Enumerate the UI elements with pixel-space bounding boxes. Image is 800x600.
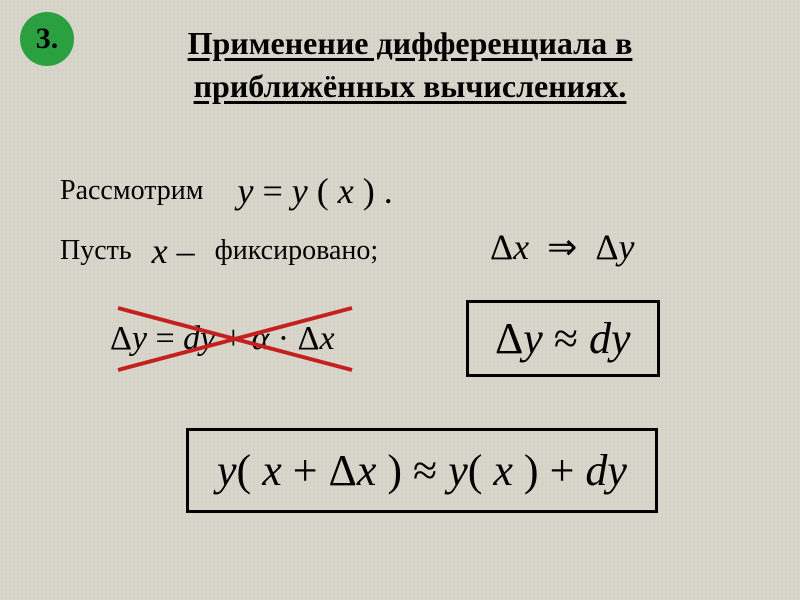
- crossed-equation: Δy = dy + α · Δx: [110, 320, 800, 358]
- consider-row: Рассмотрим y = y ( x ) .: [60, 170, 393, 212]
- title-line-2: приближённых вычислениях.: [194, 68, 627, 104]
- section-badge: 3.: [20, 12, 74, 66]
- approx-box: Δy ≈ dy: [466, 300, 660, 377]
- let-x: x –: [152, 230, 195, 272]
- let-label: Пусть: [60, 235, 132, 267]
- section-number: 3.: [36, 22, 59, 56]
- let-fixed: фиксировано;: [215, 235, 379, 267]
- final-box: y( x + Δx ) ≈ y( x ) + dy: [186, 428, 658, 513]
- let-row: Пусть x – фиксировано;: [60, 230, 378, 272]
- consider-equation: y = y ( x ) .: [238, 170, 393, 212]
- consider-label: Рассмотрим: [60, 175, 204, 207]
- title-line-1: Применение дифференциала в: [188, 25, 633, 61]
- slide-title: Применение дифференциала в приближённых …: [100, 22, 720, 108]
- implication: Δx ⇒ Δy: [490, 226, 634, 268]
